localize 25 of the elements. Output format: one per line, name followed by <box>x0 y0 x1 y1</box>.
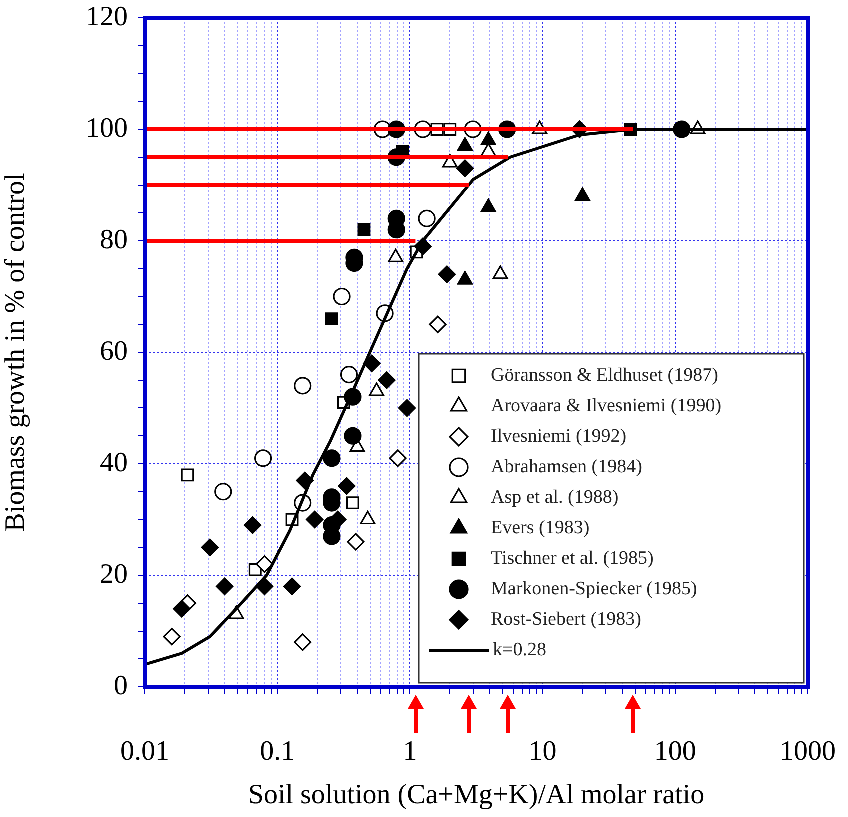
legend-label: Asp et al. (1988) <box>491 486 619 508</box>
y-tick-label: 40 <box>100 447 128 478</box>
legend-label: Göransson & Eldhuset (1987) <box>491 364 718 386</box>
x-tick-label: 10 <box>528 736 557 768</box>
y-tick-label: 0 <box>114 670 128 702</box>
x-tick-label: 0.1 <box>260 736 296 768</box>
legend-label: Tischner et al. (1985) <box>491 548 654 569</box>
x-tick-label: 1 <box>403 736 418 768</box>
legend-label: Abrahamsen (1984) <box>491 456 642 478</box>
legend-label: Markonen-Spiecker (1985) <box>491 578 698 600</box>
legend-label: Arovaara & Ilvesniemi (1990) <box>491 395 722 416</box>
y-tick-label: 100 <box>86 112 128 144</box>
x-tick-label: 100 <box>654 736 696 768</box>
y-tick-label: 20 <box>100 558 128 590</box>
legend-label: Ilvesniemi (1992) <box>491 426 627 447</box>
y-tick-label: 60 <box>100 336 128 367</box>
legend-label: Rost-Siebert (1983) <box>491 608 642 630</box>
x-axis-title: Soil solution (Ca+Mg+K)/Al molar ratio <box>248 780 705 811</box>
legend-label: Evers (1983) <box>491 517 590 538</box>
y-tick-label: 120 <box>86 1 128 32</box>
legend-label: k=0.28 <box>493 639 546 660</box>
x-tick-label: 1000 <box>780 736 836 768</box>
x-tick-label: 0.01 <box>120 736 170 768</box>
y-tick-label: 80 <box>100 224 128 256</box>
y-axis-title: Biomass growth in % of control <box>0 173 32 532</box>
